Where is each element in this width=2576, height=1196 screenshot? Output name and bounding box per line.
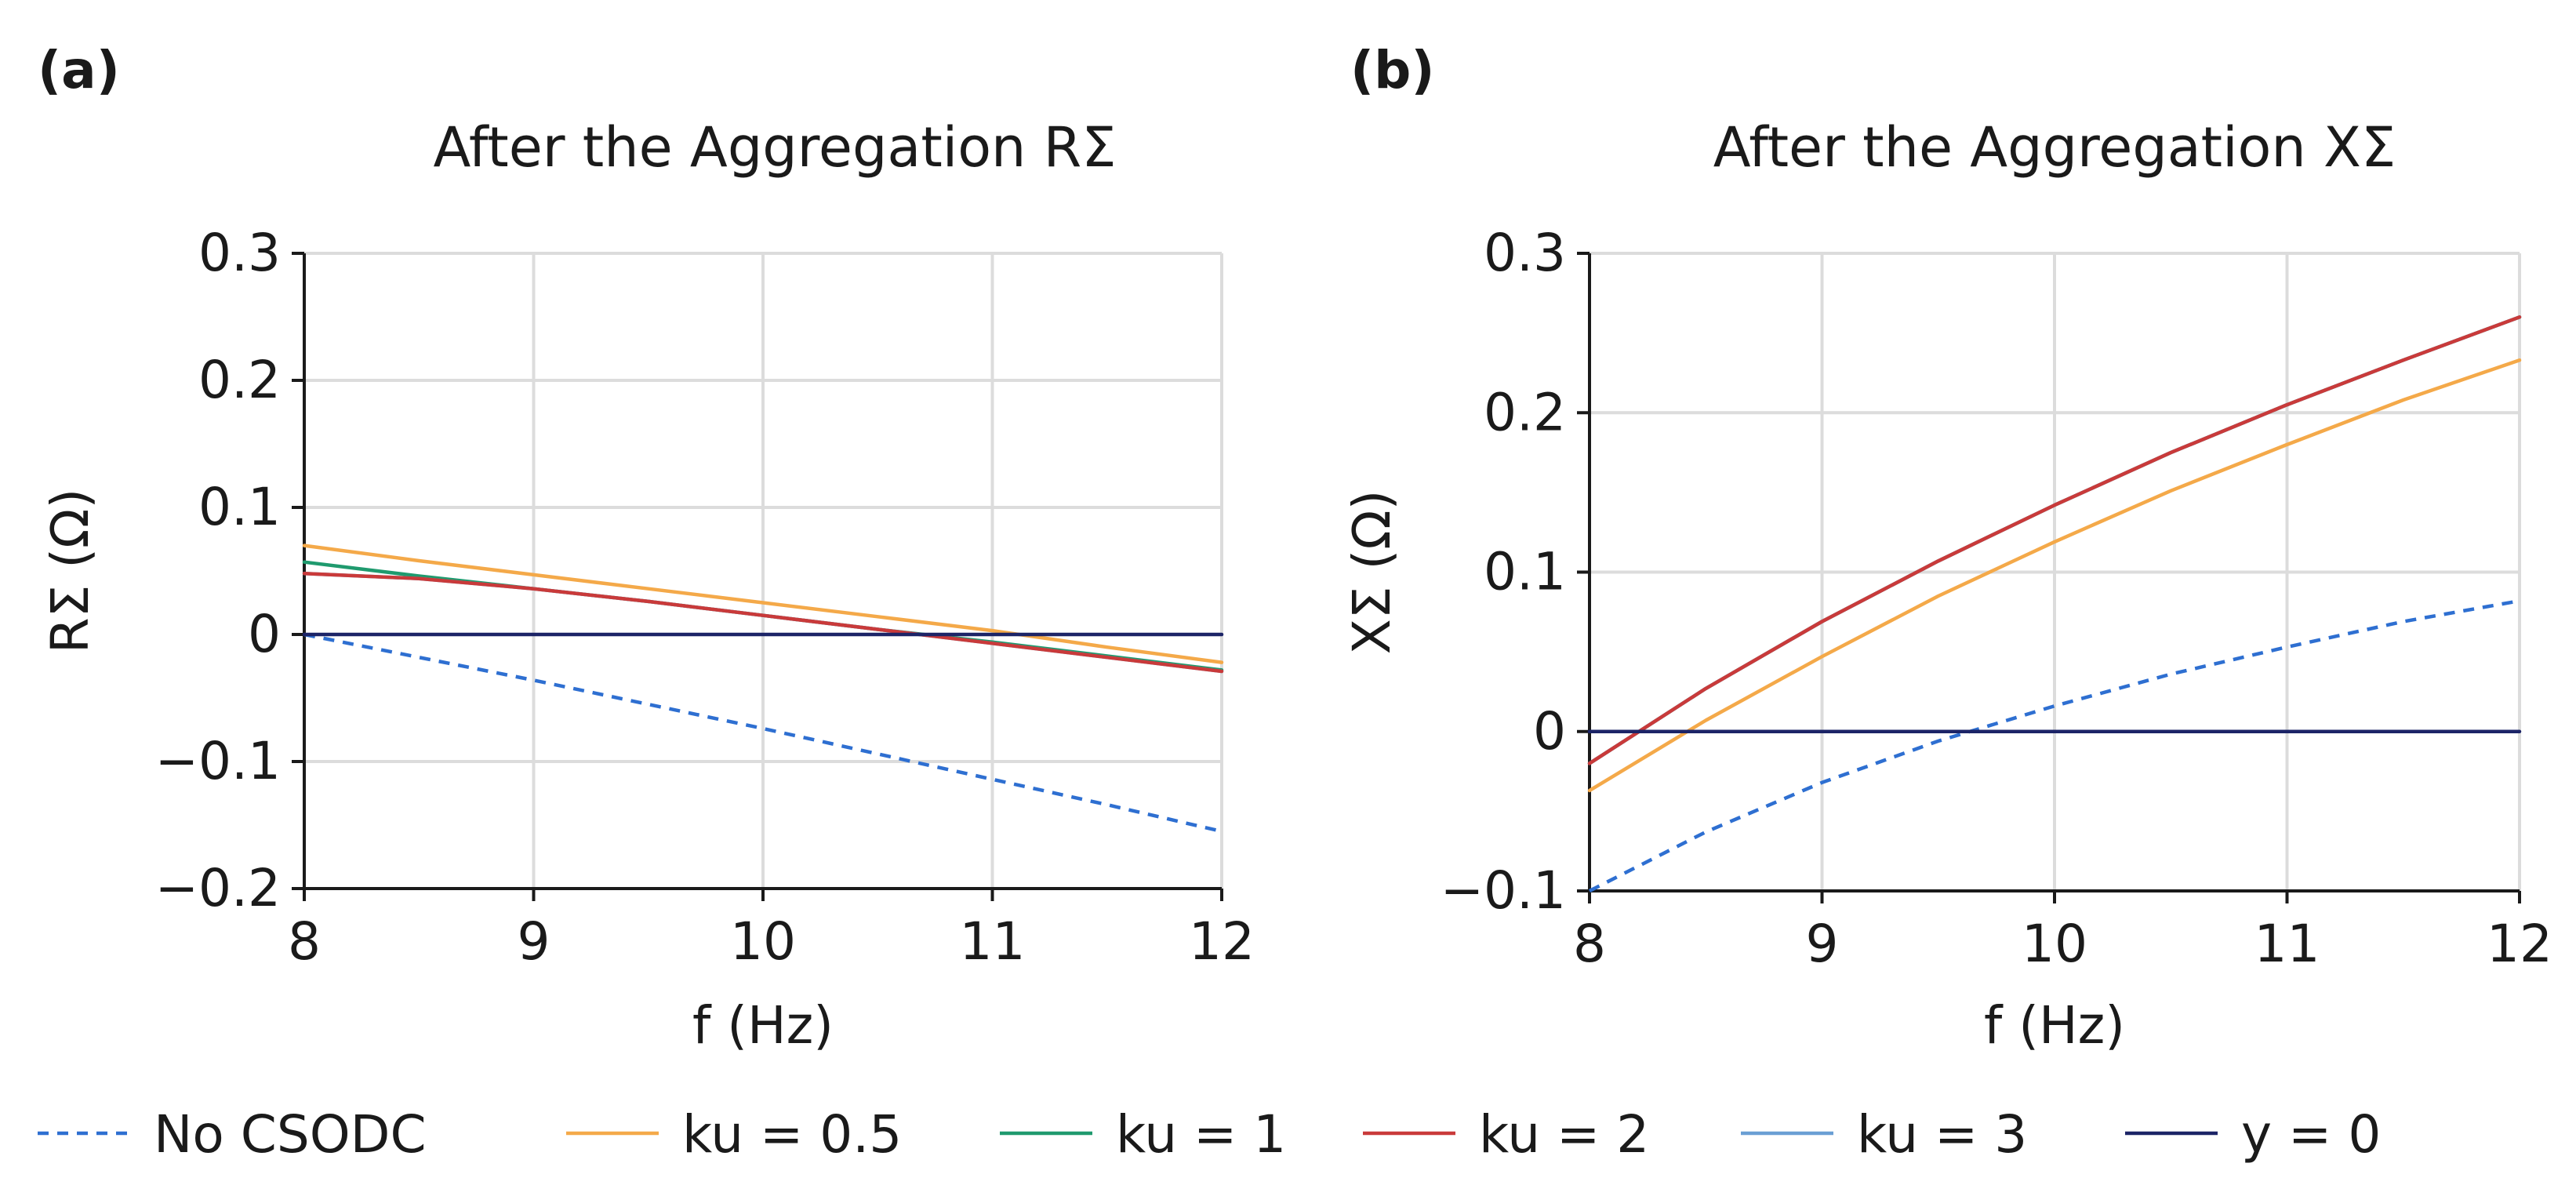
x-tick-label: 9 [1806, 914, 1839, 974]
series-line-ku-0-5 [1587, 358, 2522, 793]
panel-a: (a) After the Aggregation RΣ 8 9 10 11 12 −0.2 −… [38, 40, 1255, 1056]
x-tick-label: 11 [960, 911, 1026, 972]
y-tick-label: −0.1 [1441, 860, 1566, 921]
legend-label: ku = 3 [1857, 1104, 2027, 1165]
y-tick-label: 0.2 [198, 350, 281, 410]
x-tick-label: 10 [730, 911, 796, 972]
x-tick-label: 8 [1573, 914, 1606, 974]
legend-label: ku = 0.5 [682, 1104, 902, 1165]
y-tick-label: 0 [248, 604, 281, 664]
series-line-ku-0-5 [302, 543, 1224, 664]
y-tick-label: −0.2 [155, 858, 281, 918]
x-tick-label: 10 [2022, 914, 2087, 974]
series-line-ku-2 [302, 571, 1224, 674]
legend-label: y = 0 [2241, 1104, 2381, 1165]
x-tick-label: 8 [288, 911, 321, 972]
y-tick-label: 0.2 [1484, 382, 1566, 442]
x-axis-label: f (Hz) [692, 995, 834, 1056]
legend-label: No CSODC [154, 1104, 427, 1165]
y-axis-label: XΣ (Ω) [1342, 490, 1402, 655]
chart-title: After the Aggregation XΣ [1713, 115, 2396, 180]
panel-b: (b) After the Aggregation XΣ 8 9 10 11 12 −0.1 0… [1342, 40, 2552, 1056]
y-tick-label: 0.3 [1484, 223, 1566, 283]
legend-label: ku = 1 [1116, 1104, 1286, 1165]
panel-label: (a) [38, 40, 120, 100]
x-tick-label: 11 [2254, 914, 2320, 974]
x-tick-label: 9 [518, 911, 550, 972]
chart-title: After the Aggregation RΣ [433, 115, 1116, 180]
y-tick-label: 0.1 [1484, 542, 1566, 602]
legend: No CSODC ku = 0.5 ku = 1 ku = 2 ku = 3 y = 0 [38, 1104, 2381, 1165]
legend-label: ku = 2 [1479, 1104, 1649, 1165]
series-line-ku-2 [1587, 315, 2522, 765]
x-tick-label: 12 [1189, 911, 1255, 972]
y-axis-label: RΣ (Ω) [40, 489, 100, 653]
y-tick-label: 0.1 [198, 477, 281, 537]
x-tick-label: 12 [2487, 914, 2552, 974]
y-tick-label: 0.3 [198, 223, 281, 283]
y-tick-label: 0 [1533, 701, 1566, 762]
x-axis-label: f (Hz) [1984, 995, 2125, 1056]
panel-label: (b) [1350, 40, 1435, 100]
y-tick-label: −0.1 [155, 731, 281, 791]
